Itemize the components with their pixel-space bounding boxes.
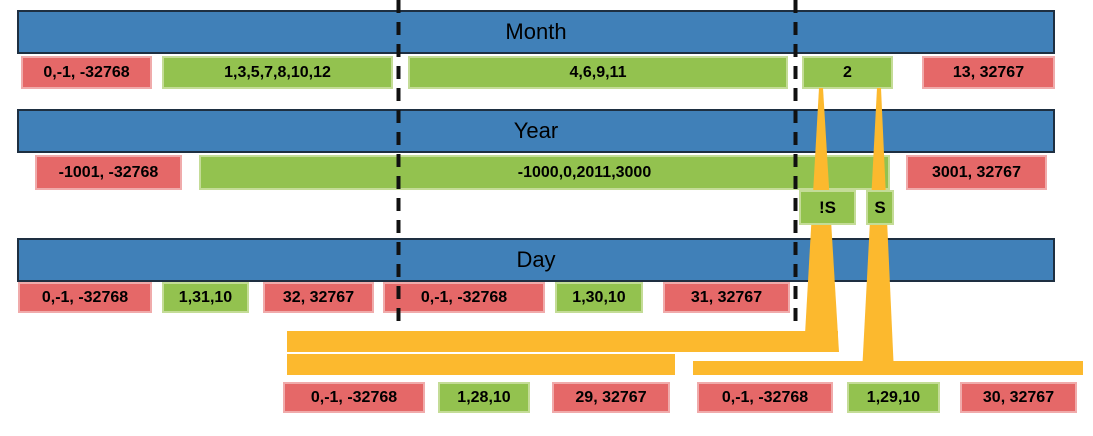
month-bar-title: Month — [505, 19, 567, 44]
year-invalid-high-box: 3001, 32767 — [906, 155, 1047, 190]
day30-invalid-low-box: 0,-1, -32768 — [383, 282, 545, 313]
nonleap-upper-band — [287, 331, 838, 352]
day30-valid-box: 1,30,10 — [555, 282, 643, 313]
month-valid-30day-box: 4,6,9,11 — [408, 56, 788, 89]
month-valid-31day-box: 1,3,5,7,8,10,12 — [162, 56, 393, 89]
leap-band — [693, 361, 1083, 375]
feb-nonleap-valid-box: 1,28,10 — [438, 382, 530, 413]
day-bar: Day — [17, 238, 1055, 282]
feb-leap-valid-box: 1,29,10 — [847, 382, 940, 413]
month-invalid-low-box: 0,-1, -32768 — [21, 56, 152, 89]
year-bar: Year — [17, 109, 1055, 153]
year-bar-title: Year — [513, 118, 559, 143]
month-valid-february-box: 2 — [802, 56, 893, 89]
year-valid-box: -1000,0,2011,3000 — [199, 155, 890, 190]
day31-invalid-high-box: 32, 32767 — [263, 282, 374, 313]
year-invalid-low-box: -1001, -32768 — [35, 155, 182, 190]
feb-leap-invalid-low-box: 0,-1, -32768 — [697, 382, 833, 413]
month-bar: Month — [17, 10, 1055, 54]
feb-nonleap-invalid-high-box: 29, 32767 — [552, 382, 670, 413]
day31-valid-box: 1,31,10 — [162, 282, 249, 313]
feb-nonleap-invalid-low-box: 0,-1, -32768 — [283, 382, 425, 413]
day30-invalid-high-box: 31, 32767 — [663, 282, 790, 313]
month-invalid-high-box: 13, 32767 — [922, 56, 1055, 89]
nonleap-lower-band — [287, 354, 675, 375]
day31-invalid-low-box: 0,-1, -32768 — [18, 282, 152, 313]
day-bar-title: Day — [516, 247, 556, 272]
leap-flag: S — [866, 190, 894, 225]
not-leap-flag: !S — [799, 190, 856, 225]
feb-leap-invalid-high-box: 30, 32767 — [960, 382, 1077, 413]
